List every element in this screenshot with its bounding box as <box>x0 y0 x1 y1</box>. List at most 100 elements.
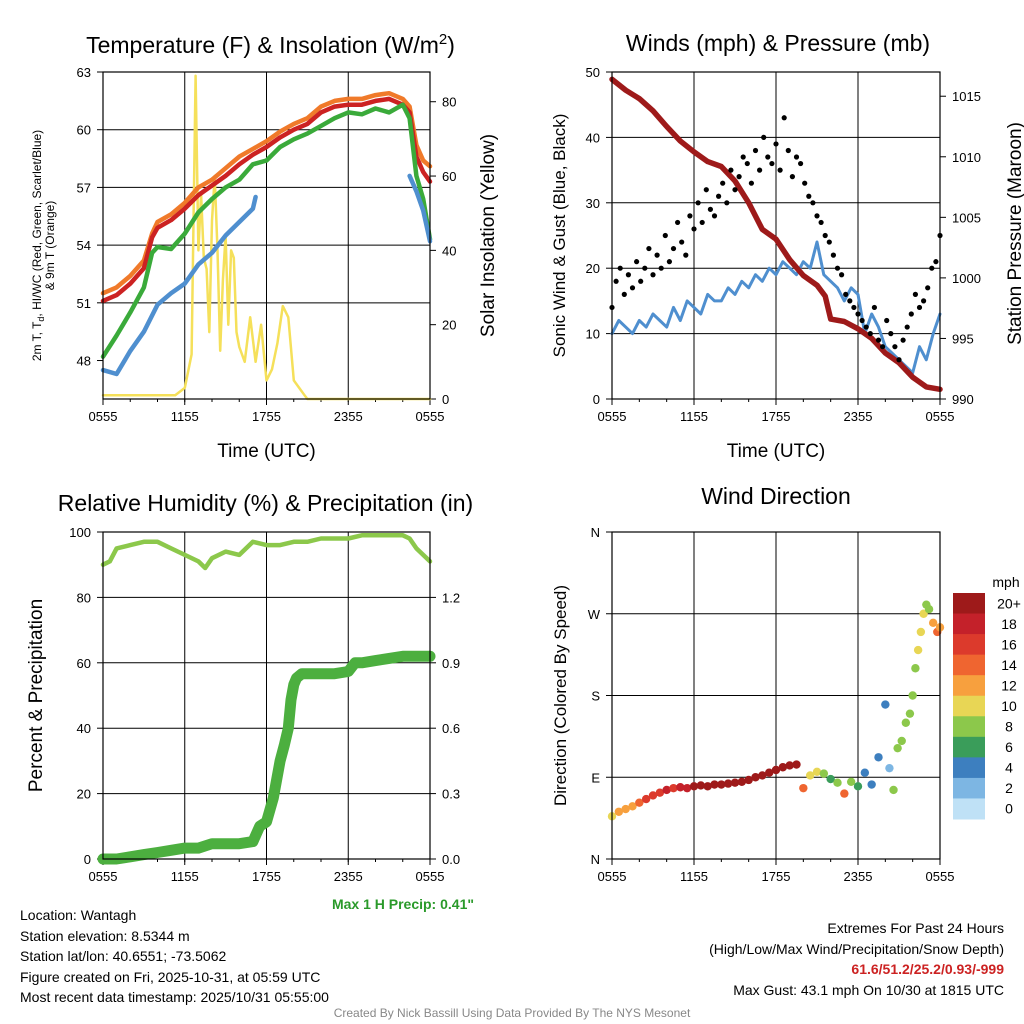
wind-frame <box>611 71 941 400</box>
direction-point <box>785 761 794 770</box>
gust-point <box>740 154 746 160</box>
colorbar-label: 12 <box>1001 677 1017 693</box>
gust-point <box>818 219 824 226</box>
created-text: Figure created on Fri, 2025-10-31, at 05… <box>20 968 321 985</box>
colorbar-title: mph <box>992 574 1019 590</box>
direction-point <box>893 743 902 753</box>
direction-point <box>897 736 906 746</box>
rh-y2tick-label: 0.3 <box>442 787 460 802</box>
colorbar-label: 18 <box>1001 616 1017 632</box>
dir-xtick-label: 1755 <box>762 869 791 884</box>
gust-point <box>826 239 832 245</box>
dir-xtick-label: 1155 <box>680 869 708 884</box>
gust-point <box>921 298 927 304</box>
temp-y2tick-label: 40 <box>442 243 456 258</box>
gust-point <box>687 213 693 219</box>
direction-point <box>833 778 842 787</box>
colorbar-swatch <box>953 798 985 820</box>
recent-data-text: Most recent data timestamp: 2025/10/31 0… <box>20 989 329 1005</box>
direction-point <box>764 768 774 777</box>
direction-point <box>885 763 894 773</box>
gust-point <box>642 265 648 271</box>
temp-y-axis-label: 2m T, Td, HI/WC (Red, Green, Scarlet/Blu… <box>30 130 57 361</box>
gust-point <box>769 160 775 167</box>
direction-point <box>812 767 822 776</box>
direction-point <box>621 804 630 814</box>
gust-point <box>863 324 869 330</box>
direction-point <box>655 788 665 797</box>
direction-point <box>846 777 856 786</box>
direction-point <box>717 780 726 789</box>
gust-point <box>662 232 668 239</box>
gust-point <box>728 167 734 173</box>
rh-frame <box>102 531 431 860</box>
colorbar-swatch <box>953 634 985 656</box>
wind-xtick-label: 2355 <box>844 409 873 424</box>
colorbar-label: 2 <box>1005 780 1013 796</box>
colorbar-label: 6 <box>1005 739 1013 755</box>
temp-xtick-label: 0555 <box>416 409 445 424</box>
direction-point <box>689 782 699 791</box>
temp-y2tick-label: 0 <box>442 392 449 407</box>
gust-point <box>798 160 804 167</box>
wind-ytick-label: 0 <box>593 392 600 407</box>
temp-y-label-line2: & 9m T (Orange) <box>43 201 57 291</box>
temp-y2tick-label: 60 <box>442 169 456 184</box>
direction-point <box>682 783 692 793</box>
rh-ytick-label: 20 <box>77 787 91 802</box>
wind-ytick-label: 10 <box>586 327 600 342</box>
gust-point <box>654 252 660 258</box>
temp-xtick-label: 1155 <box>171 409 199 424</box>
colorbar-label: 14 <box>1001 657 1017 673</box>
relative-humidity-line <box>100 533 433 571</box>
gust-point <box>625 272 632 278</box>
rh-xtick-label: 1755 <box>252 869 281 884</box>
direction-point <box>874 753 883 762</box>
wind-y2tick-label: 1010 <box>952 150 981 165</box>
temp-x-axis-label: Time (UTC) <box>217 441 316 462</box>
direction-point <box>758 771 767 780</box>
wind-y2tick-label: 990 <box>952 392 974 407</box>
gust-point <box>781 115 787 121</box>
gust-point <box>900 337 906 343</box>
station-info: Location: Wantagh Station elevation: 8.5… <box>20 905 329 1008</box>
gust-point <box>834 265 841 271</box>
rh-y-axis-label: Percent & Precipitation <box>26 599 47 792</box>
temp-chart-title: Temperature (F) & Insolation (W/m2) <box>86 31 455 58</box>
colorbar-label: 20+ <box>997 595 1021 611</box>
gust-point <box>855 311 861 317</box>
rh-ytick-label: 40 <box>77 721 91 736</box>
location-text: Location: Wantagh <box>20 907 137 923</box>
gust-point <box>670 245 677 252</box>
wind-xtick-label: 1755 <box>762 409 791 424</box>
gust-point <box>675 219 681 226</box>
rh-ytick-label: 60 <box>77 656 91 671</box>
wind-ytick-label: 50 <box>586 65 600 80</box>
direction-point <box>860 768 870 777</box>
gust-point <box>613 278 619 284</box>
gust-point <box>634 259 640 265</box>
dir-ytick-label: S <box>591 689 600 704</box>
gust-point <box>650 272 656 278</box>
direction-point <box>901 718 911 727</box>
temp-frame <box>102 71 431 400</box>
rh-y2tick-label: 0.6 <box>442 721 460 736</box>
gust-point <box>925 285 931 291</box>
direction-point <box>913 645 923 655</box>
gust-point <box>658 265 664 271</box>
max-gust-text: Max Gust: 43.1 mph On 10/30 at 1815 UTC <box>733 981 1004 998</box>
colorbar-swatch <box>953 593 985 615</box>
direction-point <box>628 802 637 811</box>
temp-xtick-label: 2355 <box>334 409 363 424</box>
gust-point <box>617 265 623 271</box>
rh-chart-title: Relative Humidity (%) & Precipitation (i… <box>58 490 473 516</box>
temp-xtick-label: 0555 <box>89 409 118 424</box>
gust-point <box>814 213 820 219</box>
temp-ytick-label: 57 <box>77 180 91 195</box>
wind-xtick-label: 0555 <box>598 409 627 424</box>
gust-point <box>716 193 722 199</box>
dir-xtick-label: 0555 <box>926 869 955 884</box>
rh-ytick-label: 80 <box>77 590 91 605</box>
gust-point <box>638 278 644 284</box>
direction-point <box>648 791 658 800</box>
